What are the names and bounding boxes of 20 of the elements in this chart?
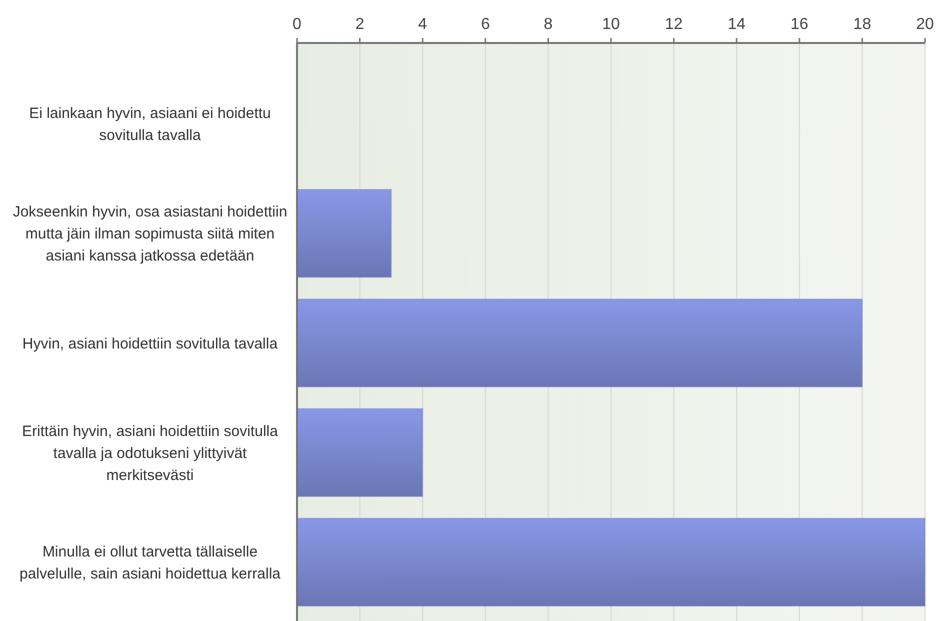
y-tick-label: Ei lainkaan hyvin, asiaani ei hoidettu sovitulla tavalla	[29, 105, 271, 144]
x-tick-label: 10	[602, 16, 620, 33]
x-tick-label: 20	[916, 16, 934, 33]
x-tick-label: 6	[480, 16, 490, 33]
x-tick-label: 12	[664, 16, 683, 33]
y-tick-label: Minulla ei ollut tarvetta tällaiselle palvelulle, sain asiani hoidettua kerralla	[20, 543, 282, 582]
y-tick-label: Erittäin hyvin, asiani hoidettiin sovitulla tavalla ja odotukseni ylittyivät merkitsevästi	[22, 422, 279, 484]
x-tick-label: 0	[292, 16, 302, 33]
bar	[296, 189, 392, 278]
bar	[296, 518, 926, 607]
bar	[296, 298, 863, 388]
y-tick-label: Hyvin, asiani hoidettiin sovitulla tavalla	[22, 335, 278, 352]
x-tick-label: 4	[418, 16, 428, 33]
bar	[296, 408, 424, 497]
x-tick-label: 2	[355, 16, 364, 33]
x-tick-label: 8	[544, 16, 553, 33]
y-tick-label: Jokseenkin hyvin, osa asiastani hoidettiin mutta jäin ilman sopimusta siitä miten asiani kanssa jatkossa edetään	[12, 204, 288, 265]
x-tick-label: 18	[853, 16, 872, 33]
x-tick-label: 16	[790, 16, 808, 33]
x-tick-label: 14	[728, 16, 746, 33]
